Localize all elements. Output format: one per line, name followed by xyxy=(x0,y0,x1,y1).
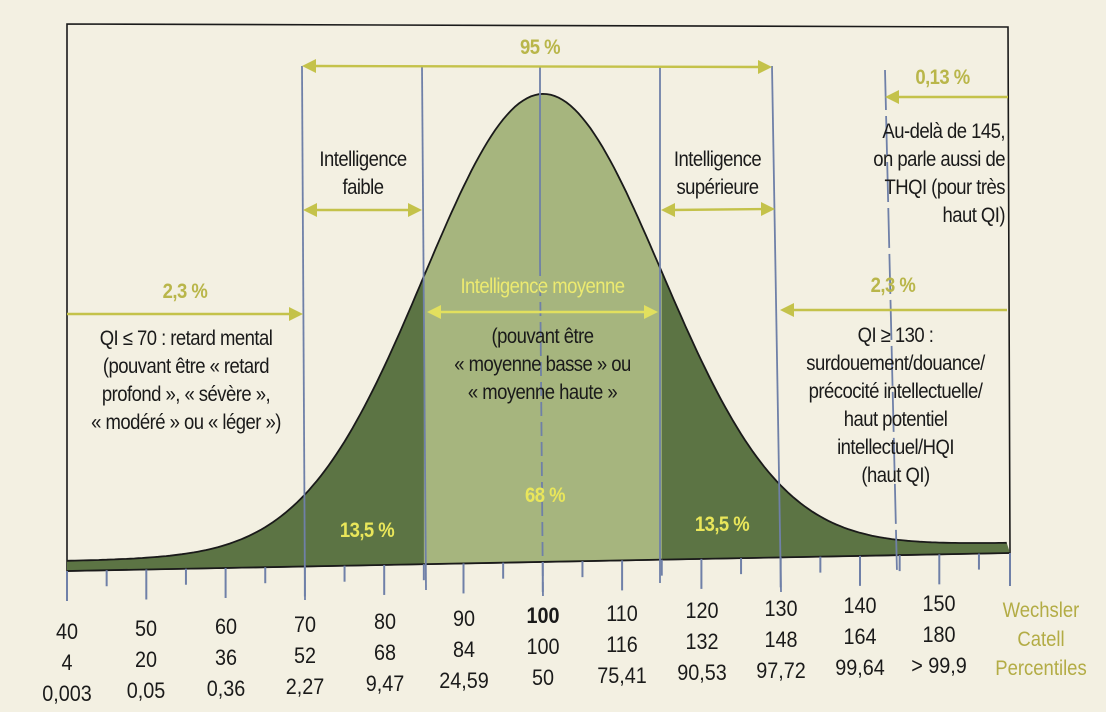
pct-135-left-label: 13,5 % xyxy=(339,519,395,542)
intelligence-superieure-label: Intelligence supérieure xyxy=(673,148,762,199)
pct-23-left-label: 2,3 % xyxy=(162,280,208,303)
intelligence-faible-label: Intelligence faible xyxy=(319,148,407,199)
axis-percentile-value: 0,36 xyxy=(206,676,246,701)
axis-catell-value: 164 xyxy=(843,624,877,649)
axis-label-column: 40 4 0,003 xyxy=(27,616,108,709)
axis-label-column: 80 68 9,47 xyxy=(345,606,426,699)
axis-percentile-value: 0,003 xyxy=(42,681,92,706)
axis-catell-value: 20 xyxy=(134,647,158,672)
average-region xyxy=(423,93,662,565)
axis-wechsler-value: 100 xyxy=(526,603,560,628)
pct-013-label: 0,13 % xyxy=(915,66,970,89)
axis-wechsler-value: 80 xyxy=(373,609,397,634)
axis-catell-value: 132 xyxy=(685,629,719,654)
axis-percentile-value: 9,47 xyxy=(365,671,405,696)
legend-percentiles: Percentiles xyxy=(995,657,1087,680)
axis-catell-value: 4 xyxy=(61,650,73,675)
axis-catell-value: 100 xyxy=(526,634,560,659)
axis-percentile-value: 2,27 xyxy=(285,674,325,699)
axis-label-column: 100 100 50 xyxy=(503,600,584,693)
axis-wechsler-value: 60 xyxy=(214,614,238,639)
axis-catell-value: 36 xyxy=(214,645,238,670)
axis-label-column: 70 52 2,27 xyxy=(265,609,346,702)
surdouement-note: QI ≥ 130 : surdouement/douance/ précocit… xyxy=(806,324,985,487)
bell-curve xyxy=(66,92,1007,562)
x-axis xyxy=(66,552,1011,572)
axis-wechsler-value: 40 xyxy=(55,619,79,644)
pct-23-right-label: 2,3 % xyxy=(870,274,916,297)
axis-label-column: 110 116 75,41 xyxy=(582,598,663,691)
axis-wechsler-value: 140 xyxy=(843,593,877,618)
axis-catell-value: 116 xyxy=(606,632,638,657)
axis-catell-value: 180 xyxy=(922,622,956,647)
axis-wechsler-value: 120 xyxy=(685,598,719,623)
pct-95-label: 95 % xyxy=(519,36,561,59)
axis-wechsler-value: 130 xyxy=(764,596,798,621)
axis-percentile-value: 75,41 xyxy=(597,663,647,688)
axis-catell-value: 148 xyxy=(764,627,798,652)
axis-label-column: 150 180 > 99,9 xyxy=(899,588,980,681)
axis-percentile-value: > 99,9 xyxy=(911,653,967,678)
guide-lines xyxy=(301,65,898,601)
axis-label-column: 120 132 90,53 xyxy=(662,595,743,688)
axis-percentile-value: 99,64 xyxy=(835,655,885,680)
legend-catell: Catell xyxy=(1017,628,1065,651)
intelligence-moyenne-note: (pouvant être « moyenne basse » ou « moy… xyxy=(454,325,631,404)
axis-percentile-value: 50 xyxy=(531,665,555,690)
axis-percentile-value: 24,59 xyxy=(439,668,489,693)
axis-catell-value: 52 xyxy=(293,643,317,668)
axis-wechsler-value: 90 xyxy=(452,606,476,631)
axis-label-column: 140 164 99,64 xyxy=(820,590,901,683)
axis-label-column: 50 20 0,05 xyxy=(106,613,187,706)
retard-mental-note: QI ≤ 70 : retard mental (pouvant être « … xyxy=(91,327,281,434)
axis-wechsler-value: 50 xyxy=(134,616,158,641)
axis-percentile-value: 97,72 xyxy=(756,658,806,683)
axis-wechsler-value: 70 xyxy=(293,612,317,637)
axis-catell-value: 68 xyxy=(373,640,397,665)
axis-label-column: 90 84 24,59 xyxy=(424,603,505,696)
axis-catell-value: 84 xyxy=(452,637,476,662)
axis-wechsler-value: 110 xyxy=(606,601,638,626)
arrows xyxy=(67,59,1008,321)
thqi-note: Au-delà de 145, on parle aussi de THQI (… xyxy=(873,120,1005,227)
pct-68-label: 68 % xyxy=(524,484,566,507)
axis-percentile-value: 0,05 xyxy=(126,678,166,703)
pct-135-right-label: 13,5 % xyxy=(694,513,750,536)
axis-percentile-value: 90,53 xyxy=(677,660,727,685)
axis-label-column: 60 36 0,36 xyxy=(186,611,267,704)
axis-wechsler-value: 150 xyxy=(922,591,956,616)
average-arrow xyxy=(427,305,658,319)
intelligence-moyenne-label: Intelligence moyenne xyxy=(460,275,625,298)
axis-label-column: 130 148 97,72 xyxy=(741,593,822,686)
axis-legend: Wechsler Catell Percentiles xyxy=(984,596,1098,683)
legend-wechsler: Wechsler xyxy=(1002,599,1080,622)
